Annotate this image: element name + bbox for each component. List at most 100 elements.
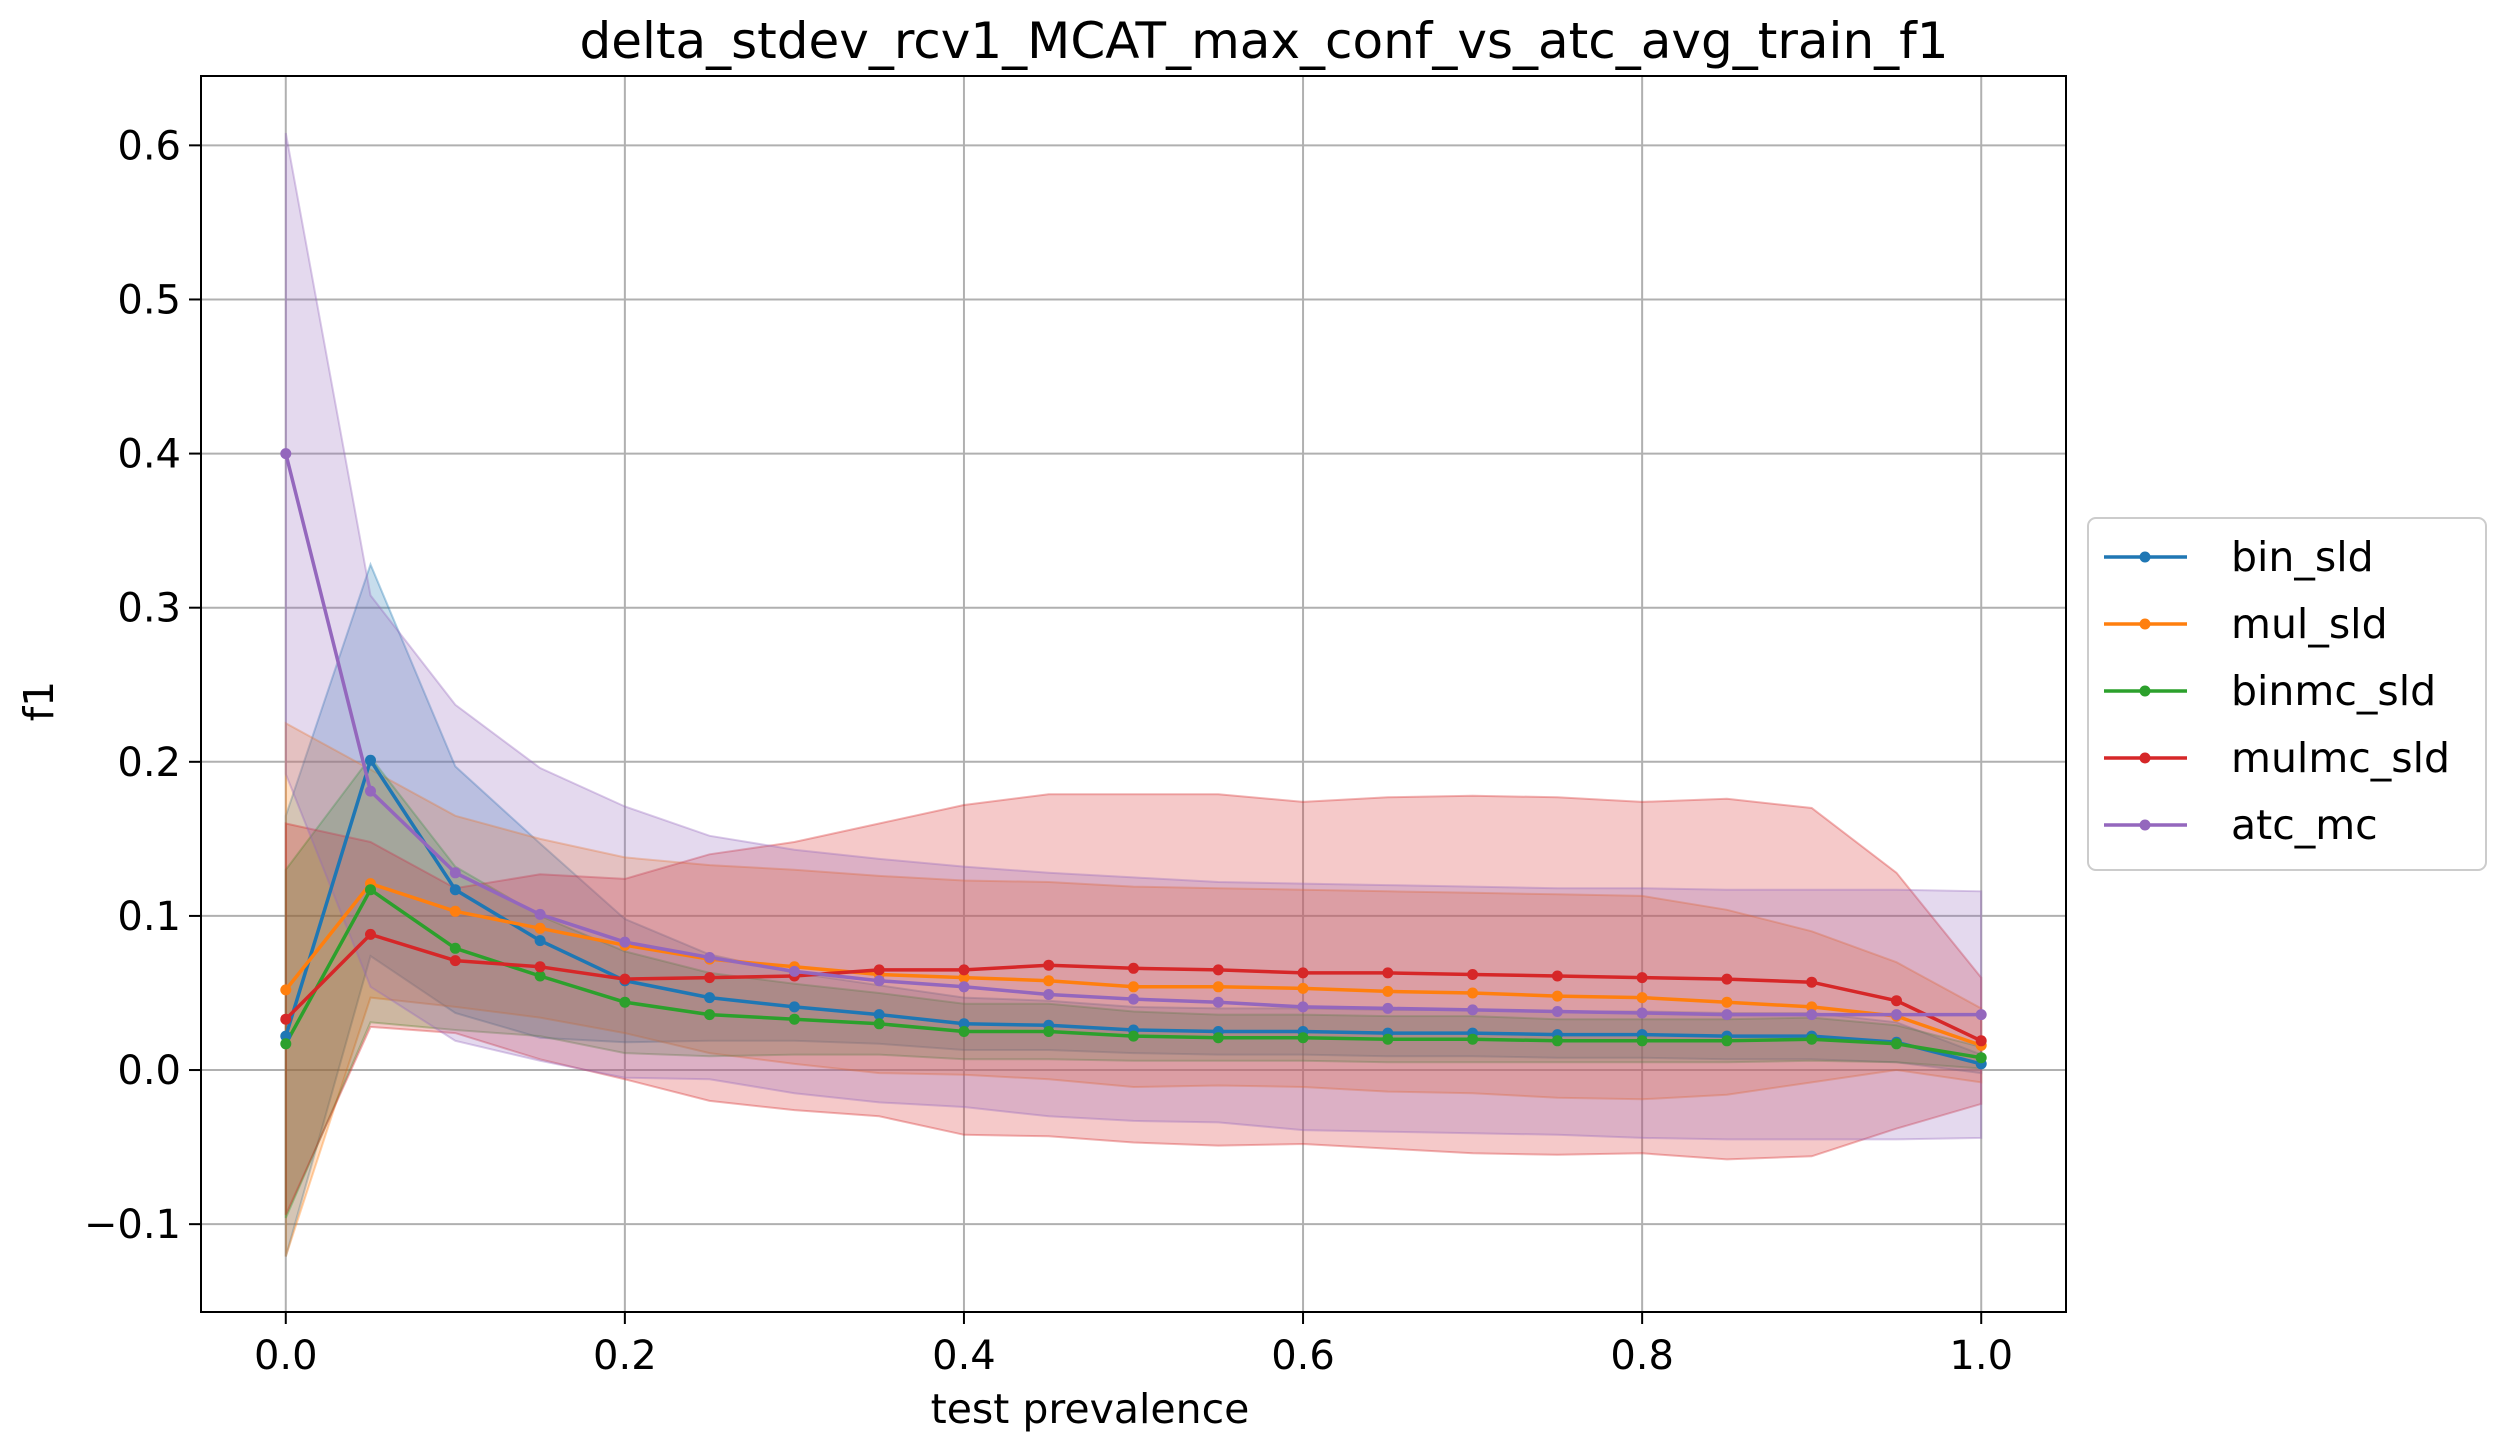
point-atc_mc <box>1043 989 1055 1000</box>
point-mulmc_sld <box>280 1013 292 1025</box>
legend-label-atc_mc: atc_mc <box>2231 801 2378 849</box>
point-bin_sld <box>704 992 716 1004</box>
point-atc_mc <box>534 908 546 920</box>
point-binmc_sld <box>1212 1032 1224 1044</box>
point-mul_sld <box>449 905 461 917</box>
point-atc_mc <box>280 448 292 460</box>
point-atc_mc <box>1806 1009 1818 1021</box>
point-mulmc_sld <box>1551 970 1563 982</box>
y-tick-label: 0.6 <box>117 123 181 169</box>
legend-box <box>2087 517 2487 871</box>
point-binmc_sld <box>280 1038 292 1050</box>
point-mulmc_sld <box>1467 969 1479 980</box>
point-atc_mc <box>873 975 885 987</box>
point-binmc_sld <box>704 1009 716 1021</box>
x-tick-label: 0.2 <box>593 1333 657 1379</box>
point-mul_sld <box>1297 982 1309 994</box>
point-atc_mc <box>619 936 631 948</box>
point-mulmc_sld <box>1636 972 1648 984</box>
point-atc_mc <box>1297 1001 1309 1013</box>
x-tick-label: 0.6 <box>1271 1333 1335 1379</box>
point-atc_mc <box>1128 993 1139 1005</box>
grid <box>201 76 2066 1312</box>
x-tick-label: 0.4 <box>932 1333 996 1379</box>
point-binmc_sld <box>788 1013 800 1025</box>
point-mul_sld <box>534 922 546 934</box>
point-mulmc_sld <box>873 964 885 976</box>
y-tick-label: 0.4 <box>117 432 181 478</box>
legend-marker-bin_sld <box>2139 551 2151 563</box>
point-atc_mc <box>1467 1004 1479 1016</box>
point-binmc_sld <box>958 1026 970 1037</box>
point-binmc_sld <box>1297 1032 1309 1044</box>
point-bin_sld <box>873 1009 885 1021</box>
band-atc_mc <box>284 132 1983 1141</box>
legend-marker-binmc_sld <box>2139 685 2151 697</box>
point-binmc_sld <box>365 884 376 896</box>
point-atc_mc <box>1891 1009 1902 1021</box>
point-binmc_sld <box>1636 1035 1648 1047</box>
y-axis-label: f1 <box>15 681 63 722</box>
point-atc_mc <box>1721 1009 1733 1021</box>
point-atc_mc <box>704 952 716 963</box>
point-binmc_sld <box>534 970 546 982</box>
point-mul_sld <box>1551 990 1563 1002</box>
point-mulmc_sld <box>1212 964 1224 976</box>
point-mulmc_sld <box>365 928 376 940</box>
point-atc_mc <box>1636 1007 1648 1019</box>
legend-label-bin_sld: bin_sld <box>2231 533 2374 581</box>
plot-frame <box>200 75 2067 1313</box>
point-binmc_sld <box>873 1018 885 1030</box>
point-atc_mc <box>958 981 970 993</box>
y-tick-label: 0.1 <box>117 894 181 940</box>
point-atc_mc <box>1382 1002 1394 1014</box>
legend-label-mul_sld: mul_sld <box>2231 600 2388 648</box>
point-atc_mc <box>449 867 461 879</box>
point-mulmc_sld <box>958 964 970 976</box>
point-mulmc_sld <box>704 972 716 984</box>
point-bin_sld <box>280 1030 292 1042</box>
y-tick-label: 0.5 <box>117 277 181 323</box>
legend-marker-mulmc_sld <box>2139 752 2151 764</box>
point-atc_mc <box>788 965 800 977</box>
point-mulmc_sld <box>1128 962 1139 974</box>
point-binmc_sld <box>1806 1033 1818 1045</box>
point-binmc_sld <box>1891 1038 1902 1050</box>
point-mulmc_sld <box>619 973 631 985</box>
point-mulmc_sld <box>1721 973 1733 985</box>
point-binmc_sld <box>1467 1033 1479 1045</box>
point-mulmc_sld <box>449 955 461 967</box>
y-tick-label: 0.3 <box>117 586 181 632</box>
point-mul_sld <box>958 972 970 984</box>
chart-title: delta_stdev_rcv1_MCAT_max_conf_vs_atc_av… <box>579 12 1948 70</box>
x-tick-label: 1.0 <box>1949 1333 2013 1379</box>
point-atc_mc <box>1551 1006 1563 1017</box>
point-mulmc_sld <box>1975 1035 1987 1047</box>
point-mul_sld <box>1636 992 1648 1004</box>
point-binmc_sld <box>1551 1035 1563 1047</box>
point-bin_sld <box>958 1018 970 1030</box>
point-mulmc_sld <box>1891 995 1902 1007</box>
y-tick-label: 0.2 <box>117 740 181 786</box>
point-mul_sld <box>1128 981 1139 993</box>
point-atc_mc <box>365 785 376 797</box>
point-mul_sld <box>1721 996 1733 1008</box>
point-binmc_sld <box>619 996 631 1008</box>
series-points <box>280 448 1987 1070</box>
legend-marker-mul_sld <box>2139 618 2151 630</box>
point-binmc_sld <box>1043 1026 1055 1037</box>
point-bin_sld <box>365 754 376 766</box>
point-mul_sld <box>1467 987 1479 999</box>
point-bin_sld <box>449 884 461 896</box>
x-tick-label: 0.0 <box>254 1333 318 1379</box>
x-axis-label: test prevalence <box>931 1385 1250 1433</box>
point-bin_sld <box>788 1001 800 1013</box>
point-mul_sld <box>1382 985 1394 997</box>
point-mulmc_sld <box>1297 967 1309 979</box>
x-tick-label: 0.8 <box>1610 1333 1674 1379</box>
point-bin_sld <box>534 935 546 947</box>
legend-marker-atc_mc <box>2139 819 2151 831</box>
point-mul_sld <box>280 984 292 996</box>
